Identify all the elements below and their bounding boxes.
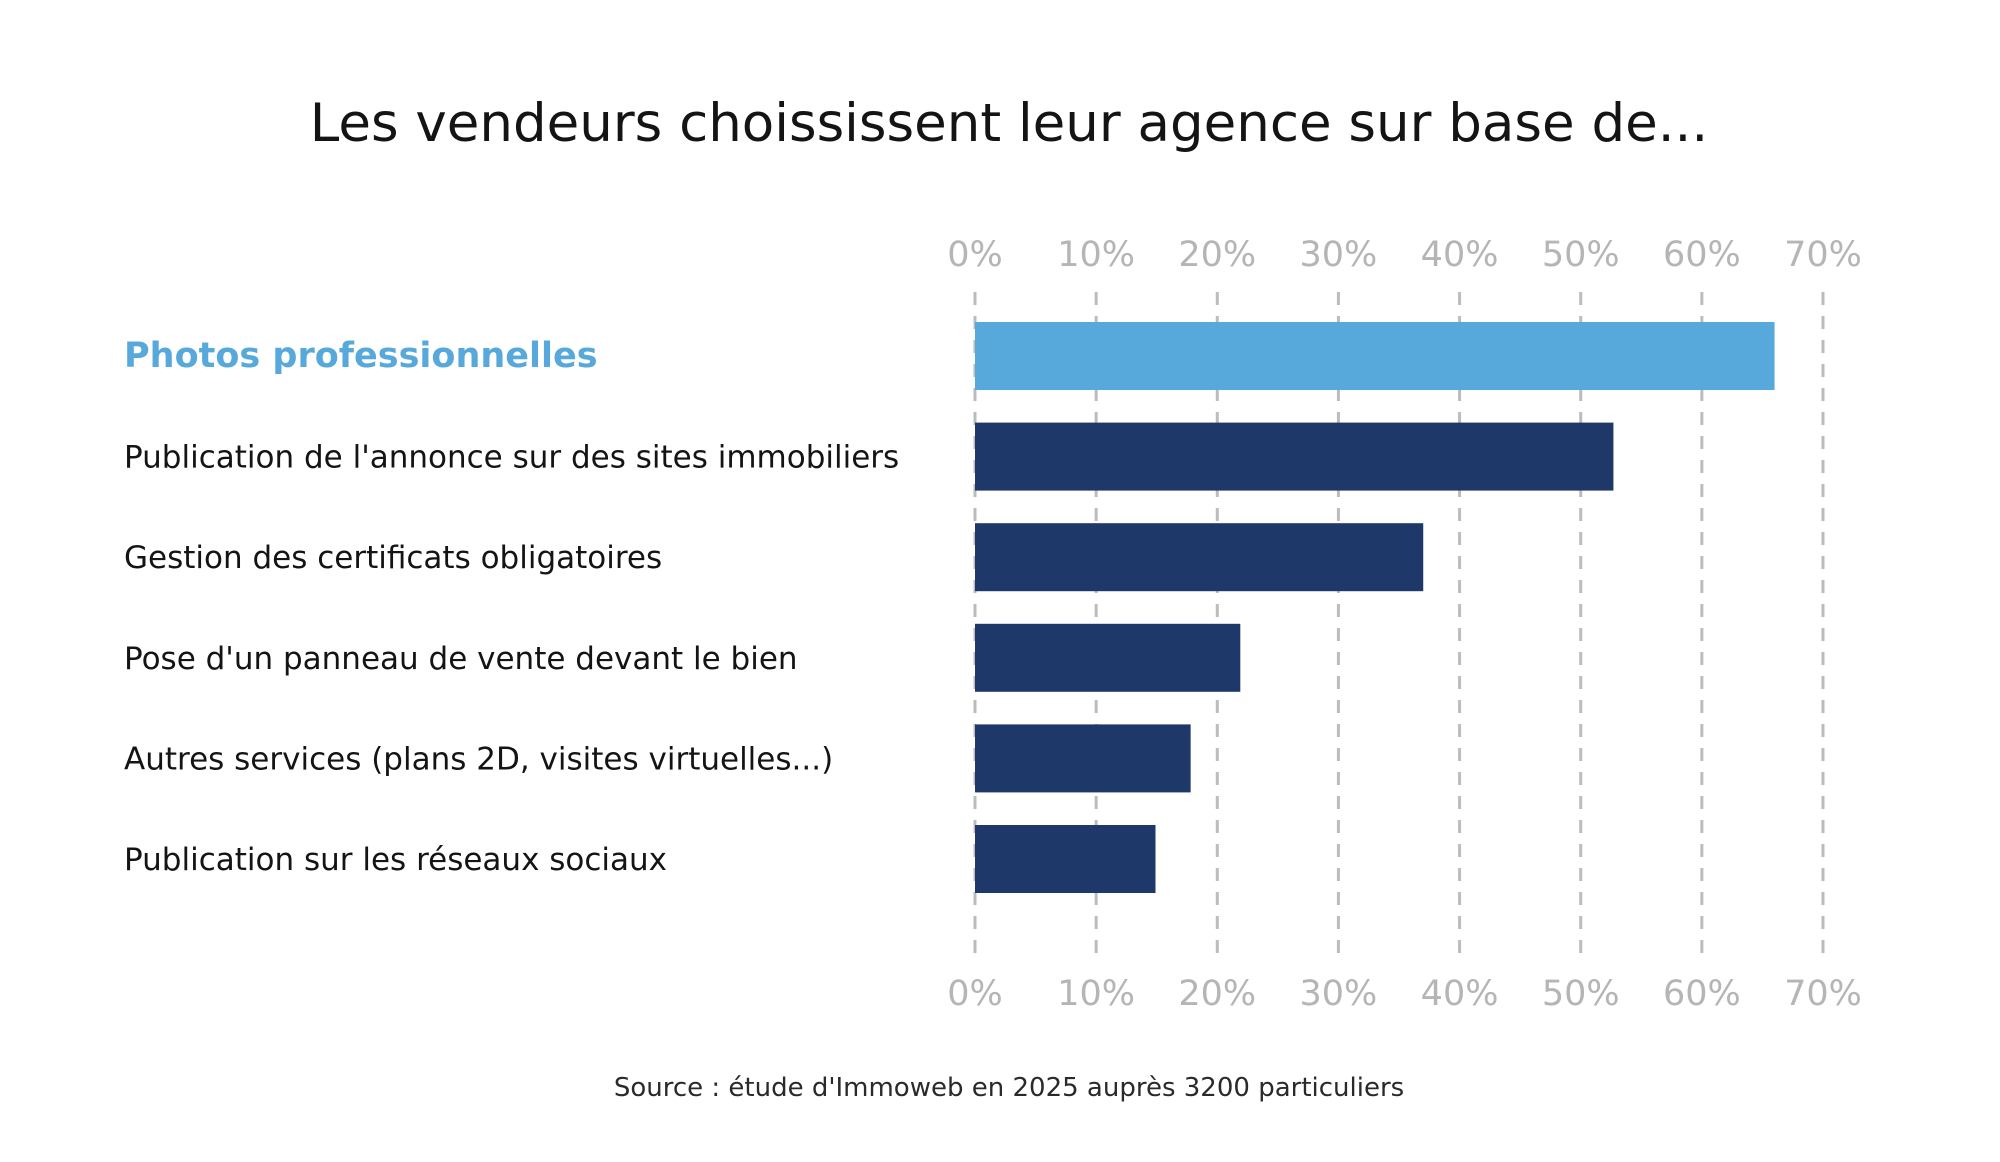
x-tick-top-10: 10% xyxy=(1057,235,1135,275)
x-tick-bottom-50: 50% xyxy=(1542,974,1620,1014)
x-tick-top-60: 60% xyxy=(1663,235,1741,275)
x-tick-bottom-30: 30% xyxy=(1300,974,1378,1014)
chart-title: Les vendeurs choississent leur agence su… xyxy=(310,93,1709,154)
bar-5 xyxy=(975,724,1191,793)
x-tick-top-50: 50% xyxy=(1542,235,1620,275)
x-tick-bottom-40: 40% xyxy=(1421,974,1499,1014)
x-tick-top-20: 20% xyxy=(1178,235,1256,275)
x-tick-top-70: 70% xyxy=(1784,235,1862,275)
bar-3 xyxy=(975,523,1424,592)
bars xyxy=(975,322,1775,893)
x-tick-top-30: 30% xyxy=(1300,235,1378,275)
bar-6 xyxy=(975,825,1156,893)
bar-2 xyxy=(975,422,1614,491)
category-label-1: Photos professionnelles xyxy=(124,336,598,376)
x-tick-top-40: 40% xyxy=(1421,235,1499,275)
x-tick-top-0: 0% xyxy=(947,235,1003,275)
category-label-4: Pose d'un panneau de vente devant le bie… xyxy=(124,641,798,677)
x-tick-bottom-60: 60% xyxy=(1663,974,1741,1014)
x-tick-bottom-10: 10% xyxy=(1057,974,1135,1014)
bar-4 xyxy=(975,623,1241,692)
chart-source: Source : étude d'Immoweb en 2025 auprès … xyxy=(614,1073,1404,1103)
category-label-2: Publication de l'annonce sur des sites i… xyxy=(124,440,899,476)
category-labels: Photos professionnelles Publication de l'… xyxy=(124,336,899,878)
x-tick-bottom-20: 20% xyxy=(1178,974,1256,1014)
category-label-5: Autres services (plans 2D, visites virtu… xyxy=(124,741,833,777)
x-tick-bottom-0: 0% xyxy=(947,974,1003,1014)
x-axis-top: 0% 10% 20% 30% 40% 50% 60% 70% xyxy=(947,235,1862,275)
bar-1 xyxy=(975,322,1775,390)
category-label-6: Publication sur les réseaux sociaux xyxy=(124,842,667,878)
x-tick-bottom-70: 70% xyxy=(1784,974,1862,1014)
category-label-3: Gestion des certificats obligatoires xyxy=(124,540,662,576)
x-axis-bottom: 0% 10% 20% 30% 40% 50% 60% 70% xyxy=(947,974,1862,1014)
